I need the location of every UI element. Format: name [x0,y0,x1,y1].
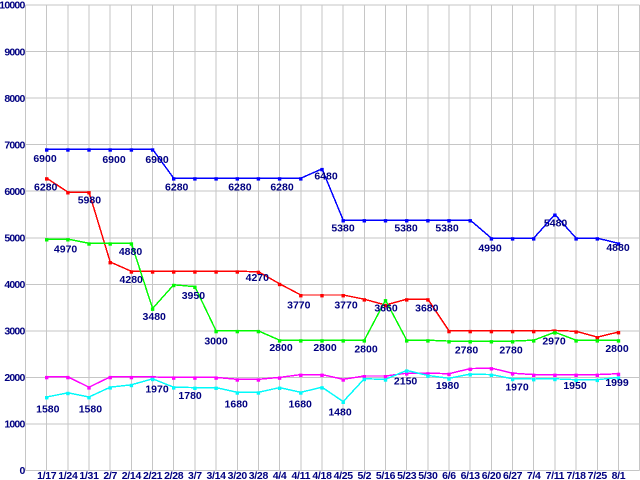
svg-text:6/6: 6/6 [442,470,456,480]
svg-text:9000: 9000 [4,46,25,58]
svg-text:1970: 1970 [505,381,529,393]
svg-text:3660: 3660 [374,302,398,314]
svg-text:8/1: 8/1 [612,470,626,480]
svg-text:4970: 4970 [54,243,78,255]
svg-text:6280: 6280 [34,182,58,194]
svg-text:5380: 5380 [331,222,355,234]
svg-text:1580: 1580 [36,404,60,416]
svg-text:6/20: 6/20 [482,470,502,480]
svg-text:5/2: 5/2 [357,470,371,480]
svg-text:4990: 4990 [478,243,502,255]
svg-text:4000: 4000 [4,279,25,291]
svg-text:6280: 6280 [165,182,189,194]
svg-text:6/27: 6/27 [503,470,523,480]
svg-text:2800: 2800 [354,344,378,356]
svg-text:6/13: 6/13 [461,470,481,480]
svg-text:7/25: 7/25 [588,470,608,480]
svg-text:1580: 1580 [79,404,103,416]
svg-text:2800: 2800 [605,343,629,355]
svg-text:5/16: 5/16 [376,470,396,480]
svg-text:1680: 1680 [289,399,313,411]
svg-text:3/14: 3/14 [206,470,226,480]
svg-text:3/28: 3/28 [249,470,269,480]
svg-text:1/24: 1/24 [58,470,78,480]
svg-text:5000: 5000 [4,232,25,244]
svg-text:7/4: 7/4 [527,470,541,480]
svg-text:2/28: 2/28 [164,470,184,480]
svg-text:1980: 1980 [436,380,460,392]
svg-text:1480: 1480 [328,407,352,419]
svg-text:5980: 5980 [78,195,102,207]
svg-text:5480: 5480 [544,218,568,230]
svg-text:2150: 2150 [394,376,418,388]
svg-text:3770: 3770 [334,300,358,312]
svg-text:1/17: 1/17 [37,470,57,480]
svg-text:3000: 3000 [204,336,228,348]
svg-text:4880: 4880 [119,246,143,258]
svg-text:5/30: 5/30 [418,470,438,480]
svg-text:4/25: 4/25 [334,470,354,480]
svg-text:0: 0 [19,465,25,477]
svg-text:2780: 2780 [455,345,479,357]
svg-text:2800: 2800 [313,342,337,354]
svg-text:8000: 8000 [4,93,25,105]
svg-text:7/11: 7/11 [546,470,565,480]
svg-text:4/11: 4/11 [291,470,310,480]
svg-text:3/7: 3/7 [188,470,202,480]
svg-text:1000: 1000 [4,419,25,431]
svg-text:2/21: 2/21 [143,470,163,480]
svg-text:5/23: 5/23 [397,470,417,480]
svg-text:3770: 3770 [287,300,311,312]
svg-text:4270: 4270 [246,272,270,284]
svg-text:6280: 6280 [270,182,294,194]
svg-text:6280: 6280 [228,182,252,194]
svg-text:3000: 3000 [4,326,25,338]
svg-text:1950: 1950 [563,380,587,392]
svg-text:5380: 5380 [435,222,459,234]
svg-text:7000: 7000 [4,139,25,151]
svg-text:4/4: 4/4 [273,470,287,480]
svg-text:6900: 6900 [102,154,126,166]
svg-text:1999: 1999 [605,377,629,389]
svg-text:5380: 5380 [394,222,418,234]
svg-text:4/18: 4/18 [312,470,332,480]
svg-text:1/31: 1/31 [79,470,99,480]
svg-text:6900: 6900 [33,153,57,165]
svg-text:10000: 10000 [0,0,25,12]
svg-text:2970: 2970 [542,335,566,347]
svg-text:3/20: 3/20 [228,470,248,480]
svg-text:6480: 6480 [314,171,338,183]
svg-text:4880: 4880 [606,242,630,254]
svg-text:3680: 3680 [415,303,439,315]
svg-text:1680: 1680 [225,399,249,411]
svg-text:3950: 3950 [182,290,206,302]
svg-text:6000: 6000 [4,186,25,198]
svg-text:2780: 2780 [499,345,523,357]
svg-text:2800: 2800 [269,342,293,354]
svg-text:2/7: 2/7 [103,470,117,480]
svg-text:1780: 1780 [178,390,202,402]
svg-text:4280: 4280 [120,274,144,286]
svg-text:3480: 3480 [143,311,167,323]
svg-text:7/18: 7/18 [566,470,586,480]
svg-text:1970: 1970 [145,384,169,396]
svg-text:6900: 6900 [145,154,169,166]
svg-text:2000: 2000 [4,372,25,384]
svg-text:2/14: 2/14 [122,470,142,480]
